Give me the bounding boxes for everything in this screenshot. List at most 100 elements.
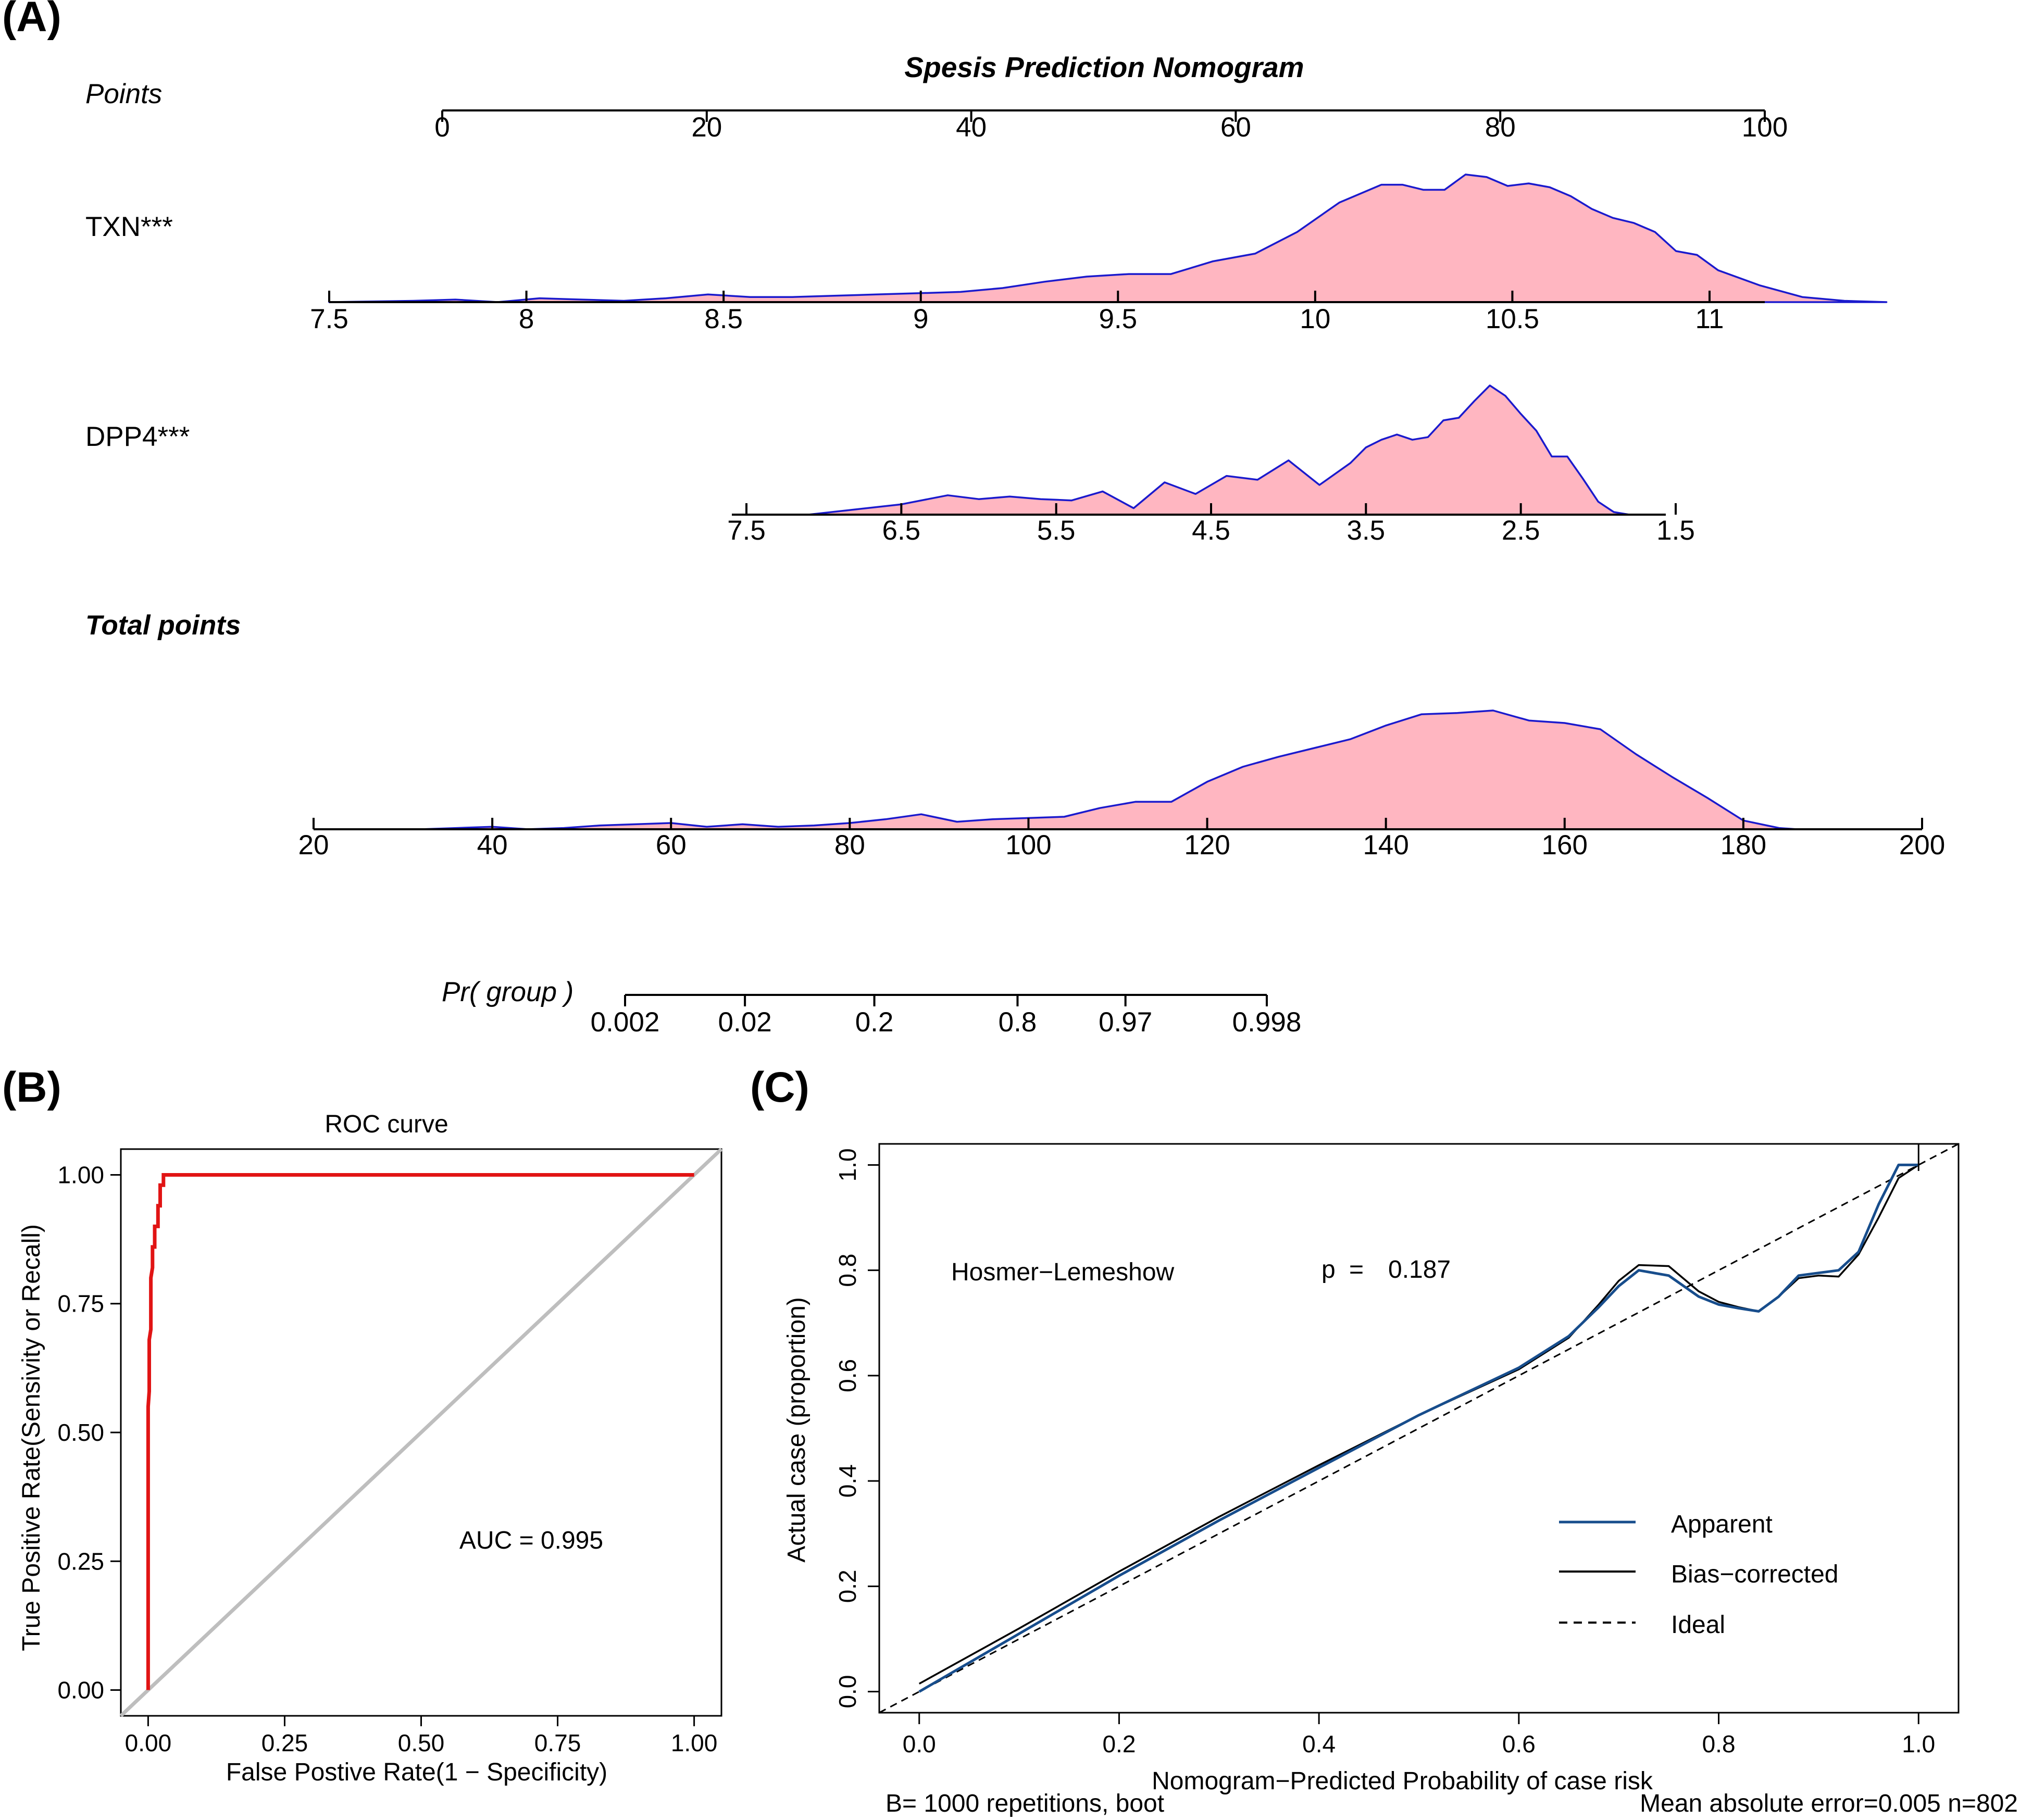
points-tick-label: 60 — [1220, 112, 1251, 143]
dpp4-tick-label: 1.5 — [1656, 515, 1695, 546]
points-tick-label: 80 — [1485, 112, 1516, 143]
txn-axis: 7.5 8 8.5 9 9.5 10 10.5 11 — [310, 173, 1888, 334]
probability-tick-label: 0.002 — [591, 1007, 660, 1038]
txn-tick-label: 9 — [913, 304, 928, 334]
calibration-x-axis-label: Nomogram−Predicted Probability of case r… — [1152, 1767, 1653, 1795]
calibration-y-tick-label: 0.8 — [834, 1254, 861, 1287]
points-tick-label: 0 — [434, 112, 450, 143]
bias-corrected-line — [918, 1164, 1919, 1685]
roc-x-tick-label: 1.00 — [671, 1729, 718, 1756]
points-axis: 0 20 40 60 80 100 — [434, 109, 1788, 143]
calibration-y-tick-label: 0.6 — [834, 1359, 861, 1392]
calibration-x-tick-label: 0.8 — [1702, 1730, 1736, 1757]
legend-apparent-label: Apparent — [1671, 1511, 1773, 1538]
roc-title: ROC curve — [325, 1111, 448, 1138]
dpp4-density-area — [807, 384, 1662, 516]
total-points-tick-label: 40 — [477, 830, 508, 861]
calibration-plot-frame — [878, 1143, 1960, 1714]
total-points-tick-label: 60 — [656, 830, 687, 861]
calibration-x-tick-label: 0.6 — [1502, 1730, 1536, 1757]
roc-x-tick-label: 0.25 — [261, 1729, 308, 1756]
dpp4-tick-label: 6.5 — [882, 515, 920, 546]
txn-tick-label: 11 — [1695, 304, 1724, 334]
nomogram-panel: Spesis Prediction Nomogram Points TXN***… — [85, 51, 1945, 1038]
points-tick-label: 20 — [691, 112, 722, 143]
txn-tick-label: 10.5 — [1486, 304, 1539, 334]
mae-footer: Mean absolute error=0.005 n=802 — [1640, 1790, 2018, 1817]
calibration-x-tick-label: 0.2 — [1102, 1730, 1136, 1757]
roc-x-tick-label: 0.00 — [125, 1729, 172, 1756]
roc-diagonal-line — [119, 1148, 723, 1717]
txn-tick-label: 8 — [519, 304, 534, 334]
txn-tick-label: 9.5 — [1099, 304, 1137, 334]
calibration-x-tick-label: 0.0 — [903, 1730, 936, 1757]
panel-b-label: (B) — [2, 1064, 61, 1111]
legend-bias-corrected-label: Bias−corrected — [1671, 1561, 1839, 1588]
probability-tick-label: 0.8 — [999, 1007, 1037, 1038]
roc-x-tick-label: 0.50 — [398, 1729, 445, 1756]
dpp4-tick-label: 7.5 — [727, 515, 766, 546]
txn-tick-label: 7.5 — [310, 304, 348, 334]
total-points-density-area — [420, 709, 1798, 830]
p-value: 0.187 — [1388, 1256, 1451, 1283]
roc-x-axis-label: False Postive Rate(1 − Specificity) — [226, 1759, 607, 1786]
points-tick-label: 40 — [956, 112, 987, 143]
roc-curve — [146, 1173, 694, 1690]
roc-y-tick-label: 1.00 — [57, 1161, 104, 1188]
roc-y-tick-label: 0.25 — [57, 1548, 104, 1575]
calibration-y-tick-label: 0.2 — [834, 1569, 861, 1603]
total-points-tick-label: 160 — [1542, 830, 1588, 861]
txn-density-area — [328, 173, 1888, 303]
calibration-y-tick-label: 1.0 — [834, 1148, 861, 1181]
total-points-tick-label: 80 — [834, 830, 865, 861]
probability-tick-label: 0.2 — [855, 1007, 894, 1038]
apparent-line — [918, 1163, 1919, 1693]
total-points-tick-label: 100 — [1005, 830, 1051, 861]
total-points-row-label: Total points — [85, 610, 241, 641]
hosmer-lemeshow-label: Hosmer−Lemeshow — [951, 1258, 1175, 1286]
txn-row-label: TXN*** — [85, 211, 173, 242]
total-points-tick-label: 200 — [1899, 830, 1945, 861]
panel-a-label: (A) — [2, 0, 61, 41]
dpp4-axis: 7.5 6.5 5.5 4.5 3.5 2.5 1.5 — [727, 384, 1695, 546]
p-label: p — [1321, 1256, 1336, 1283]
txn-tick-label: 8.5 — [704, 304, 743, 334]
calibration-legend: Apparent Bias−corrected Ideal — [1559, 1511, 1839, 1639]
roc-y-tick-label: 0.50 — [57, 1419, 104, 1446]
total-points-axis: 20 40 60 80 100 120 140 160 180 200 — [298, 709, 1945, 861]
calibration-y-tick-label: 0.0 — [834, 1675, 861, 1709]
total-points-tick-label: 120 — [1184, 830, 1230, 861]
roc-panel: ROC curve 0.000.000.250.250.500.500.750.… — [18, 1111, 723, 1786]
total-points-tick-label: 180 — [1720, 830, 1766, 861]
total-points-tick-label: 20 — [298, 830, 329, 861]
probability-row-label: Pr( group ) — [442, 977, 573, 1007]
probability-tick-label: 0.998 — [1232, 1007, 1302, 1038]
txn-tick-label: 10 — [1300, 304, 1330, 334]
calibration-x-tick-label: 1.0 — [1902, 1730, 1935, 1757]
dpp4-row-label: DPP4*** — [85, 421, 190, 452]
panel-c-label: (C) — [750, 1064, 809, 1111]
probability-tick-label: 0.97 — [1099, 1007, 1152, 1038]
roc-y-axis-label: True Positive Rate(Sensivity or Recall) — [18, 1224, 45, 1651]
calibration-y-tick-label: 0.4 — [834, 1464, 861, 1498]
bootstrap-footer: B= 1000 repetitions, boot — [886, 1790, 1164, 1817]
calibration-panel: 0.0 0.0 0.2 0.2 0.4 0.4 0.6 0.6 0.8 0.8 1.0 1.0 Hos… — [783, 1143, 2018, 1817]
probability-tick-label: 0.02 — [718, 1007, 772, 1038]
legend-ideal-label: Ideal — [1671, 1611, 1725, 1639]
nomogram-title: Spesis Prediction Nomogram — [904, 51, 1304, 83]
roc-y-tick-label: 0.00 — [57, 1677, 104, 1704]
calibration-marks: 0.0 0.0 0.2 0.2 0.4 0.4 0.6 0.6 0.8 0.8 1.0 1.0 — [834, 1143, 1959, 1757]
ideal-line — [879, 1143, 1959, 1714]
points-tick-label: 100 — [1742, 112, 1788, 143]
roc-marks: 0.00 0.00 0.25 0.25 0.50 0.50 0.75 0.75 1.00 1.00 — [57, 1148, 723, 1756]
dpp4-tick-label: 3.5 — [1346, 515, 1385, 546]
points-row-label: Points — [85, 79, 162, 109]
dpp4-tick-label: 2.5 — [1502, 515, 1540, 546]
dpp4-tick-label: 4.5 — [1192, 515, 1230, 546]
roc-auc-annotation: AUC = 0.995 — [459, 1527, 603, 1554]
probability-axis: 0.002 0.02 0.2 0.8 0.97 0.998 — [591, 994, 1302, 1038]
total-points-tick-label: 140 — [1363, 830, 1408, 861]
roc-x-tick-label: 0.75 — [534, 1729, 581, 1756]
calibration-y-axis-label: Actual case (proportion) — [783, 1297, 811, 1563]
